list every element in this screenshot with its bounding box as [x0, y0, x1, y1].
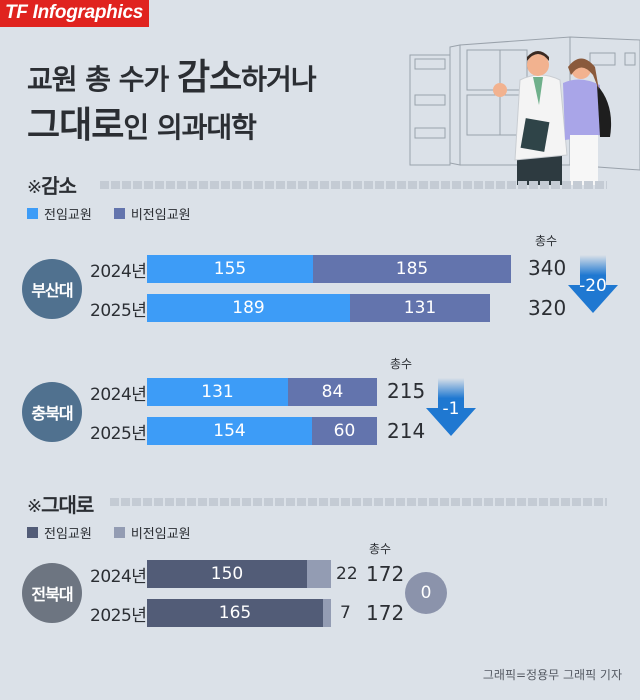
- change-value: -1: [442, 399, 460, 419]
- bar-segment-fulltime: 131: [147, 378, 288, 406]
- legend-label: 비전임교원: [130, 208, 191, 223]
- title-text: 인 의과대학: [123, 111, 257, 144]
- bar-chungbuk-2025: 154 60: [147, 417, 377, 445]
- total-value: 214: [387, 419, 426, 443]
- university-badge-chungbuk: 충북대: [22, 382, 82, 442]
- year-label: 2025년: [90, 301, 147, 321]
- section-title-text: 그대로: [41, 493, 94, 517]
- university-badge-jeonbuk: 전북대: [22, 563, 82, 623]
- bar-segment-parttime: 185: [313, 255, 511, 283]
- reference-mark: ※: [27, 177, 42, 198]
- legend-label: 비전임교원: [130, 527, 191, 542]
- total-value: 172: [366, 562, 405, 586]
- year-label: 2024년: [90, 567, 147, 587]
- bar-busan-2024: 155 185: [147, 255, 511, 283]
- bar-busan-2025: 189 131: [147, 294, 490, 322]
- bar-jeonbuk-2025: 165: [147, 599, 331, 627]
- brand-logo: TF Infographics: [0, 0, 150, 27]
- parttime-value: 7: [340, 603, 351, 623]
- legend-same: 전임교원 비전임교원: [27, 523, 213, 542]
- parttime-value: 22: [336, 564, 358, 584]
- bar-segment-parttime: [307, 560, 331, 588]
- legend-label: 전임교원: [44, 208, 92, 223]
- legend-swatch: [113, 208, 125, 219]
- total-label: 총수: [390, 357, 413, 371]
- bar-segment-parttime: 60: [312, 417, 377, 445]
- total-value: 340: [528, 256, 567, 280]
- legend-item-fulltime: 전임교원: [27, 204, 92, 223]
- bar-segment-fulltime: 155: [147, 255, 313, 283]
- legend-swatch: [113, 527, 125, 538]
- legend-swatch: [27, 208, 38, 219]
- year-label: 2025년: [90, 606, 147, 626]
- page-title-line1: 교원 총 수가 감소하거나: [27, 48, 317, 100]
- reference-mark: ※: [27, 496, 42, 517]
- section-title-text: 감소: [41, 174, 77, 198]
- section-divider: [100, 181, 607, 189]
- section-divider: [110, 498, 607, 506]
- bar-segment-fulltime: 154: [147, 417, 312, 445]
- title-text: 교원 총 수가: [27, 63, 178, 96]
- down-arrow-icon: [568, 255, 618, 313]
- total-label: 총수: [535, 234, 558, 248]
- change-value: -20: [579, 276, 607, 296]
- page-title-line2: 그대로인 의과대학: [27, 96, 257, 148]
- bar-segment-parttime: 84: [288, 378, 377, 406]
- total-value: 215: [387, 379, 426, 403]
- graphic-credit: 그래픽=정용무 그래픽 기자: [482, 668, 622, 682]
- bar-jeonbuk-2024: 150: [147, 560, 331, 588]
- section-title-same: ※그대로: [27, 489, 94, 518]
- bar-segment-parttime: [323, 599, 331, 627]
- bar-segment-fulltime: 189: [147, 294, 350, 322]
- legend-label: 전임교원: [44, 527, 92, 542]
- bar-segment-fulltime: 150: [147, 560, 307, 588]
- legend-decrease: 전임교원 비전임교원: [27, 204, 213, 223]
- section-title-decrease: ※감소: [27, 170, 77, 199]
- down-arrow-icon: [426, 378, 476, 436]
- legend-item-fulltime: 전임교원: [27, 523, 92, 542]
- title-emphasis: 감소: [177, 57, 242, 98]
- legend-item-parttime: 비전임교원: [113, 204, 191, 223]
- bar-segment-parttime: 131: [350, 294, 490, 322]
- year-label: 2025년: [90, 424, 147, 444]
- total-value: 172: [366, 601, 405, 625]
- legend-item-parttime: 비전임교원: [113, 523, 191, 542]
- title-text: 하거나: [241, 63, 316, 96]
- bar-chungbuk-2024: 131 84: [147, 378, 377, 406]
- year-label: 2024년: [90, 262, 147, 282]
- university-badge-busan: 부산대: [22, 259, 82, 319]
- legend-swatch: [27, 527, 38, 538]
- bar-segment-fulltime: 165: [147, 599, 323, 627]
- doctor-student-illustration: [409, 36, 640, 185]
- total-label: 총수: [369, 542, 392, 556]
- year-label: 2024년: [90, 385, 147, 405]
- title-emphasis: 그대로: [27, 105, 124, 146]
- change-badge: 0: [405, 572, 447, 614]
- total-value: 320: [528, 296, 567, 320]
